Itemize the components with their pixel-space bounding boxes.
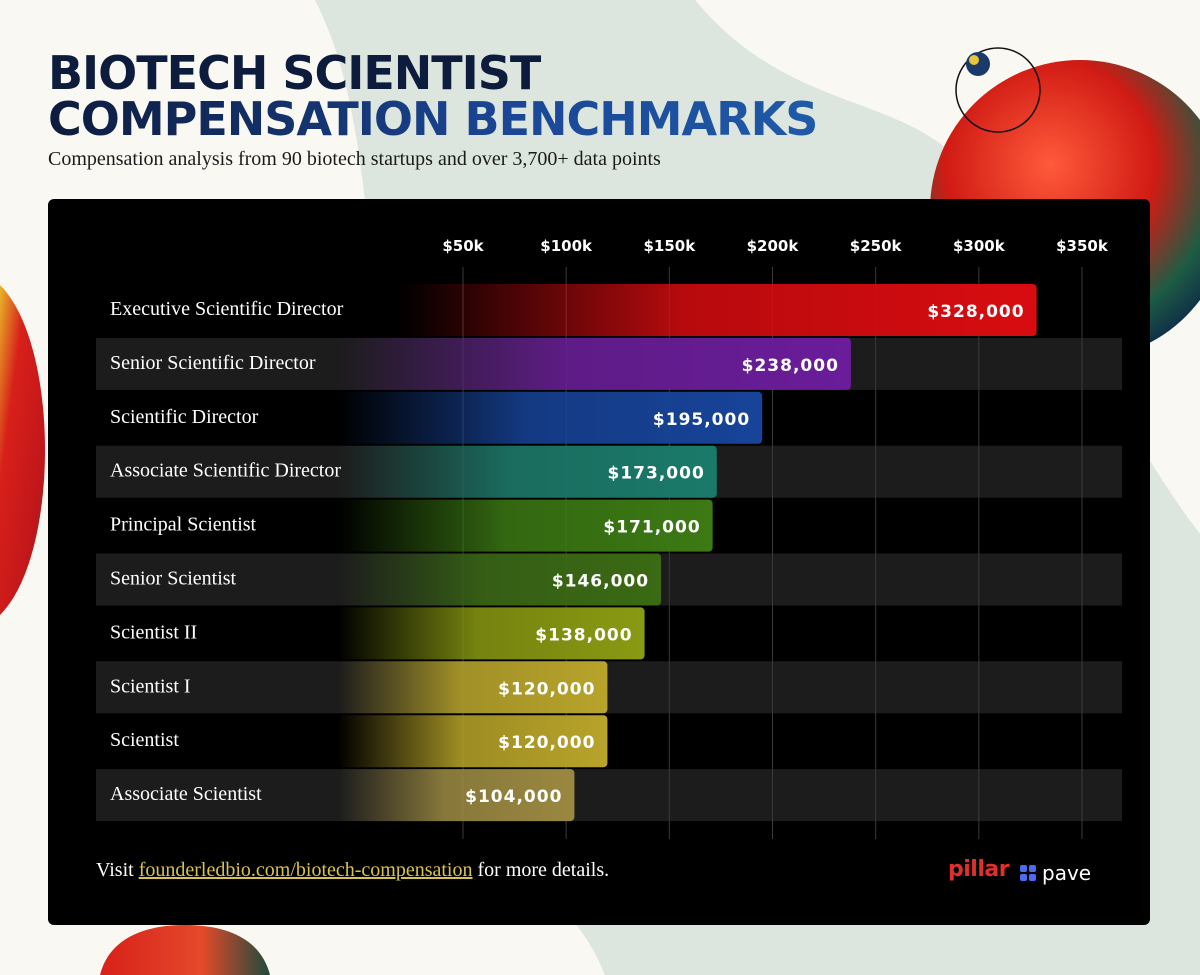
title-line-1: BIOTECH SCIENTIST xyxy=(48,46,541,100)
bar xyxy=(338,391,763,444)
x-tick-label: $100k xyxy=(540,237,593,255)
red-sphere-bottom-icon xyxy=(100,925,270,975)
value-label: $146,000 xyxy=(552,572,649,592)
bar xyxy=(338,715,608,768)
footer-prefix: Visit xyxy=(96,859,139,881)
pave-logo-text: pave xyxy=(1042,861,1092,885)
category-label: Associate Scientist xyxy=(110,783,262,805)
footer-suffix: for more details. xyxy=(472,859,610,881)
value-label: $195,000 xyxy=(653,410,750,430)
x-tick-label: $200k xyxy=(747,237,800,255)
value-label: $328,000 xyxy=(927,302,1024,322)
category-label: Scientist xyxy=(110,729,179,751)
red-sphere-left-icon xyxy=(0,285,45,615)
row-stripe xyxy=(96,769,1122,822)
category-label: Scientist I xyxy=(110,675,191,697)
page-title: BIOTECH SCIENTIST COMPENSATION BENCHMARK… xyxy=(48,46,818,146)
category-label: Executive Scientific Director xyxy=(110,298,344,320)
subtitle: Compensation analysis from 90 biotech st… xyxy=(48,148,661,170)
title-line-2: COMPENSATION BENCHMARKS xyxy=(48,92,818,146)
x-tick-label: $250k xyxy=(850,237,903,255)
bar xyxy=(398,284,1037,336)
category-label: Scientific Director xyxy=(110,406,259,428)
value-label: $238,000 xyxy=(742,356,839,376)
x-tick-label: $50k xyxy=(442,237,484,255)
category-label: Associate Scientific Director xyxy=(110,460,341,482)
bar xyxy=(338,607,645,660)
category-label: Principal Scientist xyxy=(110,514,257,536)
bar xyxy=(338,769,575,822)
details-link[interactable]: founderledbio.com/biotech-compensation xyxy=(138,859,473,881)
category-label: Senior Scientist xyxy=(110,568,237,590)
value-label: $171,000 xyxy=(603,518,700,538)
bar xyxy=(338,661,608,714)
bar xyxy=(338,445,717,498)
pillar-logo: pillar xyxy=(948,857,1010,882)
compensation-bar-chart: $50k $100k $150k $200k $250k $300k $350k Execut… xyxy=(96,237,1122,839)
category-label: Senior Scientific Director xyxy=(110,352,316,374)
bar xyxy=(338,553,662,606)
x-tick-label: $150k xyxy=(643,237,696,255)
row-stripe xyxy=(96,661,1122,714)
value-label: $173,000 xyxy=(608,464,705,484)
value-label: $120,000 xyxy=(498,679,595,699)
bar xyxy=(338,499,713,552)
pave-mark-icon xyxy=(1020,865,1036,881)
value-label: $120,000 xyxy=(498,733,595,753)
value-label: $104,000 xyxy=(465,787,562,807)
pave-logo: pave xyxy=(1020,861,1091,885)
footer-note: Visit founderledbio.com/biotech-compensa… xyxy=(96,859,609,882)
bar xyxy=(338,337,851,390)
chart-panel: $50k $100k $150k $200k $250k $300k $350k Execut… xyxy=(48,199,1150,925)
x-tick-label: $350k xyxy=(1056,237,1109,255)
x-tick-label: $300k xyxy=(953,237,1006,255)
category-label: Scientist II xyxy=(110,621,197,643)
value-label: $138,000 xyxy=(535,625,632,645)
